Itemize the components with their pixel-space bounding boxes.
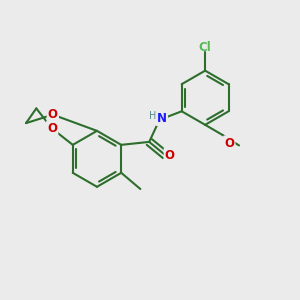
Text: O: O xyxy=(47,122,57,135)
Text: Cl: Cl xyxy=(199,41,211,55)
Text: O: O xyxy=(165,149,175,162)
Text: H: H xyxy=(149,111,157,121)
Text: N: N xyxy=(157,112,167,125)
Text: O: O xyxy=(48,108,58,121)
Text: O: O xyxy=(224,136,234,150)
